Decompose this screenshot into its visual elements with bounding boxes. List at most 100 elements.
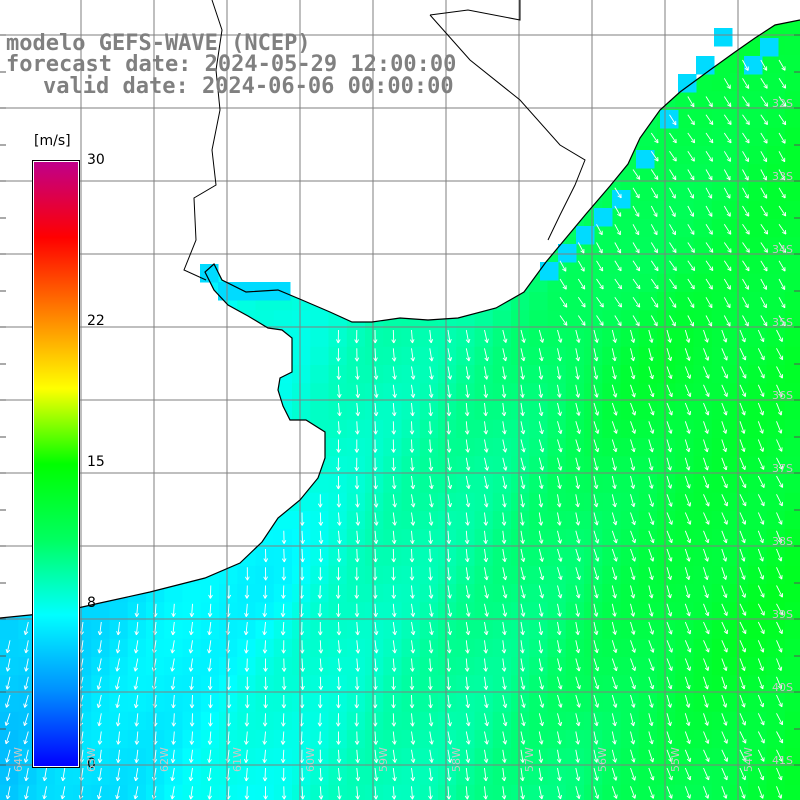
speed-cell <box>730 492 749 512</box>
speed-cell <box>529 602 549 622</box>
speed-cell <box>711 73 731 92</box>
speed-cell <box>383 620 403 640</box>
speed-cell <box>328 730 348 749</box>
wind-arrow-head <box>725 721 728 726</box>
speed-cell <box>620 273 640 293</box>
speed-cell <box>383 529 403 549</box>
speed-cell <box>419 547 439 567</box>
speed-cell <box>547 401 567 421</box>
speed-cell <box>602 328 622 348</box>
speed-cell <box>711 383 731 403</box>
speed-cell <box>620 748 640 768</box>
speed-cell <box>237 693 257 713</box>
speed-cell <box>73 766 92 786</box>
speed-cell <box>456 620 476 640</box>
wind-arrow-head <box>429 357 433 362</box>
wind-arrow-head <box>760 357 765 361</box>
speed-cell <box>711 292 731 311</box>
speed-cell <box>456 419 476 439</box>
wind-arrow-head <box>762 684 764 689</box>
speed-cell <box>711 584 731 603</box>
speed-cell <box>675 620 695 640</box>
wind-arrow-head <box>707 611 710 616</box>
speed-cell <box>182 584 202 603</box>
speed-cell <box>693 328 713 348</box>
speed-cell <box>328 638 348 658</box>
speed-cell <box>401 620 421 640</box>
wind-arrow <box>465 366 470 380</box>
wind-arrow-head <box>335 339 339 344</box>
wind-arrow-head <box>375 375 379 380</box>
wind-arrow-head <box>559 356 562 362</box>
wind-arrow <box>611 348 616 361</box>
speed-cell <box>766 292 786 311</box>
speed-cell <box>784 328 800 348</box>
wind-arrow <box>411 567 413 581</box>
speed-cell <box>255 784 275 800</box>
speed-cell <box>730 383 749 403</box>
speed-cell <box>675 657 695 676</box>
speed-cell <box>73 784 92 800</box>
speed-cell <box>766 766 786 786</box>
speed-cell <box>565 693 585 713</box>
wind-arrow-head <box>762 429 764 434</box>
speed-cell <box>730 602 749 622</box>
speed-cell <box>383 657 403 676</box>
speed-cell <box>346 748 366 768</box>
speed-cell <box>419 346 439 366</box>
speed-cell <box>419 602 439 622</box>
speed-cell <box>748 547 768 567</box>
speed-cell <box>438 711 457 731</box>
speed-cell <box>511 492 530 512</box>
wind-arrow-head <box>630 357 634 362</box>
speed-cell <box>602 310 622 330</box>
speed-cell <box>657 127 676 147</box>
speed-cell <box>748 584 768 603</box>
speed-cell <box>511 346 530 366</box>
speed-cell <box>675 584 695 603</box>
speed-cell <box>711 565 731 585</box>
speed-cell <box>711 748 731 768</box>
speed-cell <box>730 693 749 713</box>
speed-cell <box>401 456 421 476</box>
speed-cell <box>365 511 384 530</box>
wind-arrow <box>703 329 709 343</box>
wind-arrow-head <box>671 775 673 781</box>
speed-cell <box>657 273 676 293</box>
speed-cell <box>0 638 19 658</box>
wind-arrow <box>520 329 525 343</box>
speed-cell <box>748 383 768 403</box>
speed-cell <box>237 675 257 695</box>
wind-arrow-head <box>651 356 654 361</box>
coastal-cell <box>714 28 733 47</box>
speed-cell <box>693 657 713 676</box>
speed-cell <box>711 547 731 567</box>
speed-cell <box>620 237 640 257</box>
speed-cell <box>365 784 384 800</box>
speed-cell <box>456 584 476 603</box>
speed-cell <box>693 91 713 111</box>
speed-cell <box>547 310 567 330</box>
wind-arrow-head <box>671 630 673 635</box>
speed-cell <box>273 565 293 585</box>
speed-cell <box>675 456 695 476</box>
speed-cell <box>474 584 494 603</box>
speed-cell <box>438 438 457 457</box>
speed-cell <box>565 584 585 603</box>
wind-arrow-head <box>726 411 728 416</box>
wind-arrow-head <box>616 794 618 799</box>
wind-arrow-head <box>670 374 673 379</box>
wind-arrow <box>484 329 488 343</box>
speed-cell <box>584 565 603 585</box>
speed-cell <box>675 200 695 220</box>
speed-cell <box>273 638 293 658</box>
speed-cell <box>675 219 695 238</box>
wind-arrow <box>319 585 321 599</box>
speed-cell <box>383 766 403 786</box>
wind-arrow-head <box>355 375 359 380</box>
wind-arrow <box>538 329 544 343</box>
speed-cell <box>310 748 330 768</box>
speed-cell <box>328 565 348 585</box>
wind-arrow-head <box>722 339 727 343</box>
wind-arrow <box>429 348 433 362</box>
